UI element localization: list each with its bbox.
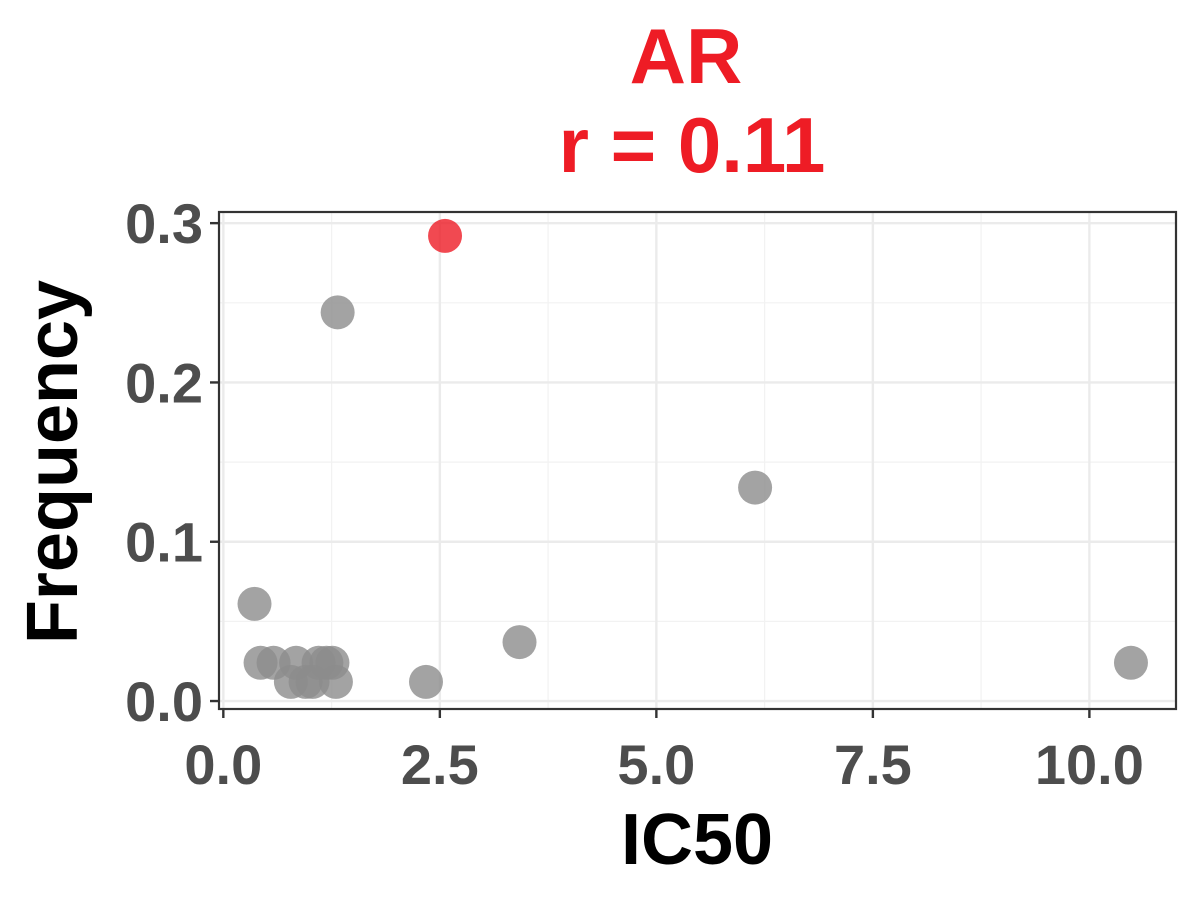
y-tick-label: 0.3 (125, 192, 203, 255)
x-axis-label: IC50 (621, 800, 773, 880)
y-axis: 0.0 0.1 0.2 0.3 (125, 192, 219, 733)
x-axis: 0.0 2.5 5.0 7.5 10.0 (184, 709, 1144, 796)
y-axis-label: Frequency (13, 280, 93, 644)
data-points (237, 218, 1148, 699)
x-tick-label: 7.5 (834, 733, 912, 796)
x-tick-label: 0.0 (184, 733, 262, 796)
plot-background (219, 212, 1176, 709)
chart-title: AR (630, 12, 743, 100)
x-tick-label: 5.0 (617, 733, 695, 796)
gridlines (219, 212, 1176, 709)
data-point (237, 586, 272, 621)
chart-subtitle: r = 0.11 (559, 101, 826, 189)
data-point (320, 295, 355, 330)
x-tick-label: 10.0 (1035, 733, 1144, 796)
data-point (318, 664, 353, 699)
data-point (738, 470, 773, 505)
plot-panel (217, 210, 1178, 711)
data-point (408, 664, 443, 699)
y-tick-label: 0.0 (125, 670, 203, 733)
x-tick-label: 2.5 (401, 733, 479, 796)
data-point (502, 625, 537, 660)
y-tick-label: 0.1 (125, 511, 203, 574)
highlighted-data-point (428, 218, 463, 253)
y-tick-label: 0.2 (125, 351, 203, 414)
panel-border (217, 210, 1178, 711)
data-point (1113, 645, 1148, 680)
data-point (295, 664, 330, 699)
